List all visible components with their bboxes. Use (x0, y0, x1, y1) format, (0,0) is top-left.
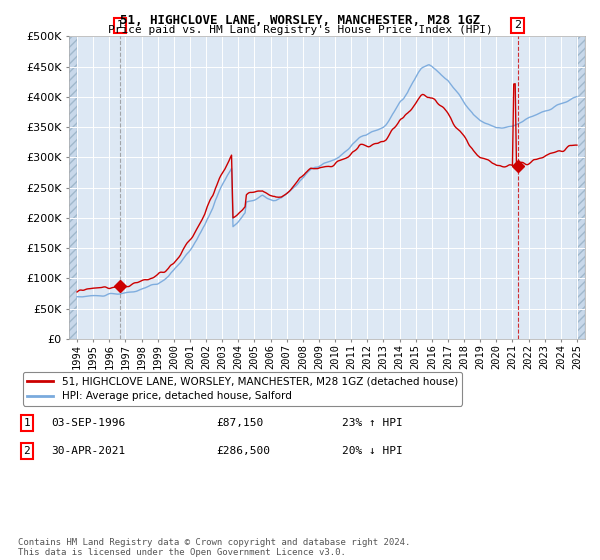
Text: £87,150: £87,150 (216, 418, 263, 428)
Text: £286,500: £286,500 (216, 446, 270, 456)
Legend: 51, HIGHCLOVE LANE, WORSLEY, MANCHESTER, M28 1GZ (detached house), HPI: Average : 51, HIGHCLOVE LANE, WORSLEY, MANCHESTER,… (23, 372, 462, 405)
Text: 1: 1 (23, 418, 31, 428)
Text: 03-SEP-1996: 03-SEP-1996 (51, 418, 125, 428)
Text: Price paid vs. HM Land Registry's House Price Index (HPI): Price paid vs. HM Land Registry's House … (107, 25, 493, 35)
Text: 2: 2 (23, 446, 31, 456)
Bar (69, 36, 77, 339)
Text: 23% ↑ HPI: 23% ↑ HPI (342, 418, 403, 428)
Text: Contains HM Land Registry data © Crown copyright and database right 2024.
This d: Contains HM Land Registry data © Crown c… (18, 538, 410, 557)
Bar (577, 36, 585, 339)
Text: 1: 1 (116, 20, 124, 30)
Text: 30-APR-2021: 30-APR-2021 (51, 446, 125, 456)
Text: 51, HIGHCLOVE LANE, WORSLEY, MANCHESTER, M28 1GZ: 51, HIGHCLOVE LANE, WORSLEY, MANCHESTER,… (120, 14, 480, 27)
Text: 20% ↓ HPI: 20% ↓ HPI (342, 446, 403, 456)
Text: 2: 2 (514, 20, 521, 30)
